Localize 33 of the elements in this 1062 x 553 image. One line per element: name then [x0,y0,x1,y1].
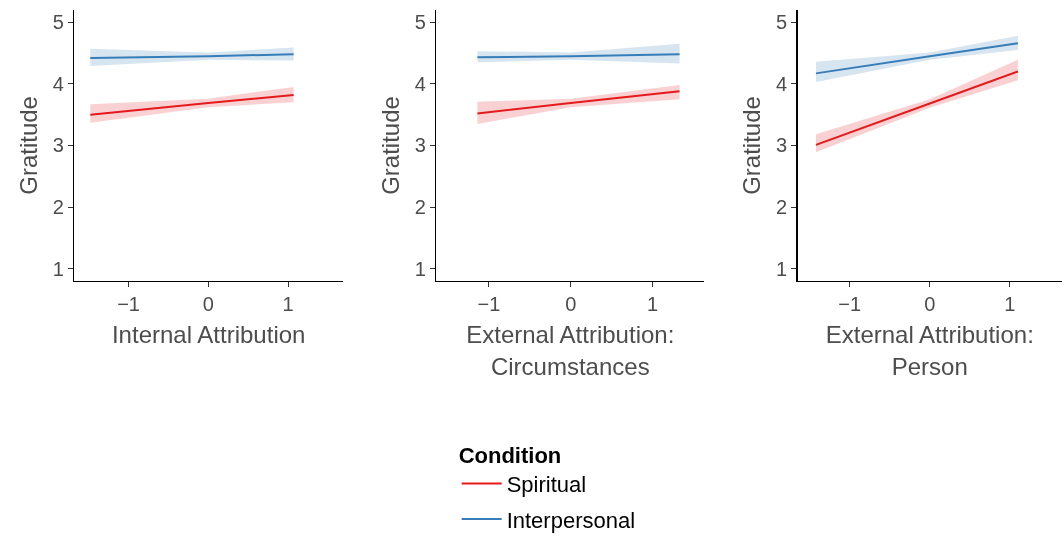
y-axis-title: Gratitude [15,96,43,195]
x-tick-label: 0 [565,293,577,316]
legend-label: Interpersonal [506,507,636,533]
y-tick-label: 3 [414,134,426,157]
y-tick-label: 3 [52,134,64,157]
x-tick-label: 1 [646,293,659,316]
x-tick-label: 0 [924,293,936,316]
x-tick-label: −1 [117,293,140,316]
y-tick-label: 2 [414,196,426,219]
x-axis-title: Internal Attribution [111,321,306,349]
y-tick-label: 2 [52,196,64,219]
x-tick-label: 0 [202,293,214,316]
x-axis-title: External Attribution: Person [825,321,1034,380]
x-tick-label: 1 [1004,293,1016,316]
y-tick-label: 2 [775,196,788,219]
y-tick-label: 5 [414,11,426,34]
y-axis-title: Gratitude [738,96,766,195]
y-tick-label: 4 [775,72,788,95]
y-tick-label: 3 [775,134,788,157]
legend-label: Spiritual [506,472,587,498]
y-tick-label: 4 [414,72,426,95]
x-tick-label: −1 [477,293,501,316]
y-tick-label: 1 [775,257,788,280]
y-axis-title: Gratitude [377,96,405,195]
y-tick-label: 5 [775,11,788,34]
x-tick-label: 1 [282,293,294,316]
x-axis-title: External Attribution: Circumstances [466,321,675,380]
y-tick-label: 5 [52,11,64,34]
y-tick-label: 1 [52,257,64,280]
y-tick-label: 4 [52,72,64,95]
y-tick-label: 1 [414,257,426,280]
legend-title: Condition [458,442,562,468]
x-tick-label: −1 [838,293,862,316]
